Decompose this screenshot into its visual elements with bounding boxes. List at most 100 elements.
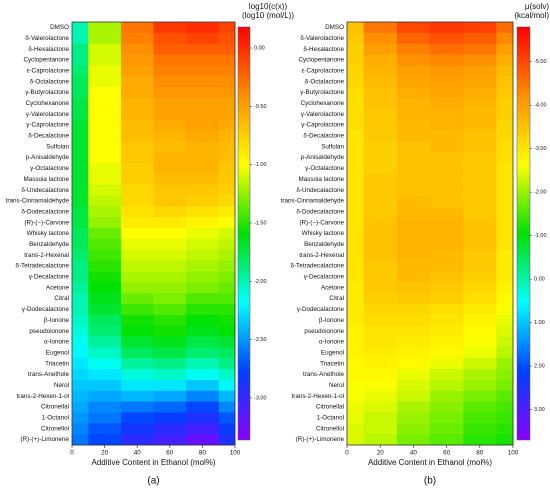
heat-cell: [347, 369, 364, 381]
y-tick-label: γ-Caprolactone: [301, 122, 344, 129]
heat-cell: [496, 249, 514, 262]
heat-cell: [430, 43, 464, 55]
heat-cell: [120, 358, 154, 370]
y-tick-label: α-Ionone: [44, 339, 69, 346]
heat-cell: [363, 401, 398, 413]
y-tick-label: trans-Cinnamaldehyde: [281, 198, 345, 205]
heat-cell: [153, 141, 187, 153]
heat-cell: [396, 325, 431, 337]
y-tick-label: 1-Octanol: [317, 415, 344, 422]
y-tick-label: Sulfolan: [46, 143, 69, 150]
heat-cell: [430, 434, 464, 446]
heat-cell: [463, 76, 497, 88]
y-tick-label: Nerol: [54, 382, 69, 389]
heat-cell: [153, 130, 187, 142]
heat-cell: [430, 401, 464, 413]
heat-cell: [120, 379, 154, 392]
heat-cell: [186, 282, 220, 294]
heat-cell: [430, 282, 464, 294]
heat-cell: [120, 238, 154, 251]
heat-cell: [396, 152, 431, 164]
heat-cell: [186, 379, 220, 392]
heat-cell: [396, 195, 431, 207]
y-tick-label: δ-Octalactone: [30, 78, 70, 85]
heat-cell: [396, 369, 431, 381]
heat-cell: [186, 325, 220, 337]
heat-cell: [347, 282, 364, 294]
heat-cell: [363, 228, 398, 240]
heat-cell: [218, 141, 236, 153]
x-tick-label: 80: [199, 450, 207, 457]
heat-cell: [496, 271, 514, 283]
heat-cell: [72, 54, 89, 66]
x-tick-label: 40: [410, 450, 418, 457]
heat-cell: [88, 369, 122, 381]
y-tick-label: Whisky lactone: [302, 230, 345, 237]
heat-cell: [153, 347, 187, 359]
heat-cell: [120, 54, 154, 66]
heat-cell: [430, 87, 464, 99]
y-tick-label: β-Ionone: [44, 317, 69, 324]
y-tick-label: Sulfolan: [321, 143, 344, 150]
heat-cell: [72, 401, 89, 413]
heat-cell: [496, 325, 514, 337]
heat-cell: [363, 358, 398, 370]
heat-cell: [120, 206, 154, 218]
heat-cell: [186, 434, 220, 446]
heat-cell: [153, 97, 187, 110]
heat-cell: [430, 141, 464, 153]
y-tick-label: Benzaldehyde: [29, 241, 69, 248]
heat-cell: [496, 119, 514, 131]
heat-cell: [496, 282, 514, 294]
heat-cell: [363, 163, 398, 175]
heat-cell: [218, 249, 236, 262]
y-tick-label: δ-Dodecalactone: [296, 208, 344, 215]
heat-cell: [463, 336, 497, 348]
heat-cell: [396, 206, 431, 218]
heat-cell: [496, 141, 514, 153]
y-tick-label: Triacetin: [320, 360, 344, 367]
heat-cell: [347, 217, 364, 229]
heat-cell: [153, 108, 187, 121]
heat-cell: [396, 43, 431, 55]
heat-cell: [430, 314, 464, 327]
heat-cell: [347, 238, 364, 251]
heat-cell: [218, 434, 236, 446]
heat-cell: [496, 97, 514, 110]
heat-cell: [363, 43, 398, 55]
colorbar-tick-label: 0.00: [254, 45, 265, 51]
y-tick-label: δ-Undecalactone: [296, 187, 344, 194]
heat-cell: [463, 108, 497, 121]
heat-cell: [72, 76, 89, 88]
heat-cell: [120, 390, 154, 403]
heat-cell: [496, 314, 514, 327]
colorbar-tick-label: -3.00: [534, 146, 547, 152]
heat-cell: [430, 304, 464, 316]
colorbar-label: (kcal/mol): [514, 11, 549, 20]
heat-cell: [463, 271, 497, 283]
heat-cell: [496, 32, 514, 45]
y-tick-label: γ-Dodecalactone: [297, 306, 345, 313]
heat-cell: [72, 238, 89, 251]
colorbar-tick-label: -1.00: [534, 233, 547, 239]
y-tick-label: δ-Decalactone: [28, 133, 69, 140]
heat-cell: [88, 97, 122, 110]
heat-cell: [463, 358, 497, 370]
heat-cell: [218, 412, 236, 424]
y-tick-label: Acetone: [321, 284, 345, 291]
colorbar-tick-label: -3.00: [254, 395, 267, 401]
y-tick-label: δ-Valerolactone: [300, 35, 344, 42]
heat-cell: [430, 65, 464, 77]
x-tick-label: 100: [230, 450, 241, 457]
heat-cell: [88, 184, 122, 196]
y-tick-label: Massoia lactone: [23, 176, 69, 183]
heat-cell: [120, 22, 154, 34]
heat-cell: [363, 390, 398, 403]
heat-cell: [463, 282, 497, 294]
heat-cell: [120, 401, 154, 413]
heat-cell: [347, 412, 364, 424]
y-tick-label: Cyclopentanone: [23, 57, 69, 64]
heat-cell: [463, 260, 497, 272]
heat-cell: [218, 423, 236, 435]
y-tick-label: γ-Butyrolactone: [300, 89, 344, 96]
